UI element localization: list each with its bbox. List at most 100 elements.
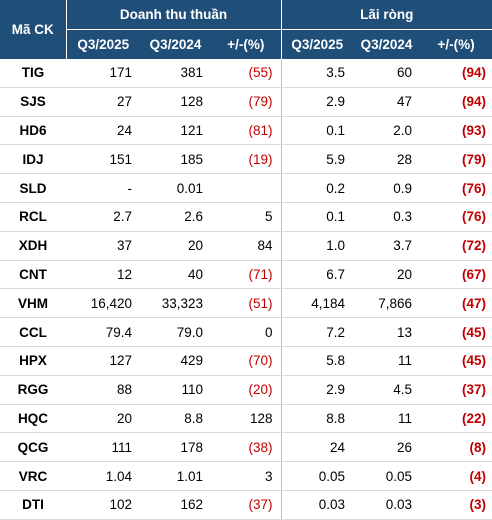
revenue-q3-2025-cell: 102 <box>66 490 140 520</box>
net-profit-group-header: Lãi ròng <box>281 0 492 30</box>
table-row: RCL 2.7 2.6 5 0.1 0.3 (76) <box>0 202 492 232</box>
profit-q3-2025-cell: 6.7 <box>281 260 354 290</box>
revenue-q3-2024-cell: 79.0 <box>140 317 211 347</box>
profit-q3-2025-header: Q3/2025 <box>281 29 354 59</box>
revenue-q3-2025-cell: 88 <box>66 375 140 405</box>
revenue-change-cell: 0 <box>211 317 282 347</box>
profit-change-cell: (45) <box>420 317 492 347</box>
profit-change-cell: (8) <box>420 432 492 463</box>
revenue-q3-2024-cell: 40 <box>140 260 211 290</box>
profit-change-cell: (94) <box>420 87 492 117</box>
stock-code-cell: SJS <box>0 87 66 117</box>
stock-code-cell: CCL <box>0 317 66 347</box>
table-row: RGG 88 110 (20) 2.9 4.5 (37) <box>0 375 492 405</box>
revenue-q3-2025-cell: 20 <box>66 404 140 434</box>
stock-code-cell: CNT <box>0 260 66 290</box>
revenue-q3-2025-cell: 16,420 <box>66 288 140 319</box>
profit-q3-2024-cell: 11 <box>353 346 421 376</box>
revenue-change-cell: (70) <box>211 346 282 376</box>
stock-code-cell: VHM <box>0 288 66 319</box>
stock-code-cell: XDH <box>0 231 66 261</box>
table-row: QCG 111 178 (38) 24 26 (8) <box>0 432 492 463</box>
table-row: VHM 16,420 33,323 (51) 4,184 7,866 (47) <box>0 288 492 319</box>
stock-code-cell: IDJ <box>0 144 66 175</box>
table-row: CCL 79.4 79.0 0 7.2 13 (45) <box>0 317 492 347</box>
profit-q3-2025-cell: 4,184 <box>281 288 354 319</box>
profit-q3-2024-cell: 0.03 <box>353 490 421 520</box>
stock-code-cell: QCG <box>0 432 66 463</box>
table-row: SLD -0.01 0.2 0.9 (76) <box>0 173 492 203</box>
profit-q3-2025-cell: 7.2 <box>281 317 354 347</box>
revenue-change-cell: (71) <box>211 260 282 290</box>
stock-code-cell: HD6 <box>0 116 66 146</box>
table-row: VRC 1.04 1.01 3 0.05 0.05 (4) <box>0 461 492 491</box>
profit-q3-2024-cell: 20 <box>353 260 421 290</box>
profit-change-cell: (94) <box>420 59 492 88</box>
profit-q3-2024-cell: 0.05 <box>353 461 421 491</box>
revenue-q3-2025-cell: 127 <box>66 346 140 376</box>
revenue-q3-2025-cell: 24 <box>66 116 140 146</box>
table-row: TIG 171 381 (55) 3.5 60 (94) <box>0 59 492 88</box>
revenue-q3-2024-cell: 20 <box>140 231 211 261</box>
revenue-change-cell: (79) <box>211 87 282 117</box>
stock-code-cell: TIG <box>0 59 66 88</box>
profit-q3-2025-cell: 0.1 <box>281 116 354 146</box>
table-body: TIG 171 381 (55) 3.5 60 (94) SJS 27 128 (79) 2.9 47(… <box>0 59 492 520</box>
revenue-q3-2024-header: Q3/2024 <box>140 29 211 59</box>
profit-q3-2025-cell: 1.0 <box>281 231 354 261</box>
revenue-change-cell: (51) <box>211 288 282 319</box>
profit-q3-2024-cell: 28 <box>353 144 421 175</box>
revenue-change-cell: 3 <box>211 461 282 491</box>
stock-code-cell: HQC <box>0 404 66 434</box>
profit-q3-2024-cell: 11 <box>353 404 421 434</box>
table-row: HPX 127 429 (70) 5.8 11 (45) <box>0 346 492 376</box>
revenue-change-cell: 84 <box>211 231 282 261</box>
profit-change-cell: (76) <box>420 202 492 232</box>
revenue-q3-2025-cell: 111 <box>66 432 140 463</box>
table-row: HQC 20 8.8 128 8.8 11 (22) <box>0 404 492 434</box>
profit-q3-2025-cell: 24 <box>281 432 354 463</box>
profit-q3-2025-cell: 0.1 <box>281 202 354 232</box>
revenue-q3-2025-cell: 12 <box>66 260 140 290</box>
revenue-change-cell: 5 <box>211 202 282 232</box>
profit-change-cell: (67) <box>420 260 492 290</box>
profit-q3-2024-cell: 2.0 <box>353 116 421 146</box>
revenue-q3-2024-cell: 1.01 <box>140 461 211 491</box>
revenue-change-cell: (20) <box>211 375 282 405</box>
profit-q3-2024-cell: 4.5 <box>353 375 421 405</box>
profit-q3-2024-cell: 60 <box>353 59 421 88</box>
profit-change-cell: (22) <box>420 404 492 434</box>
profit-change-cell: (72) <box>420 231 492 261</box>
revenue-change-cell: (81) <box>211 116 282 146</box>
profit-change-cell: (93) <box>420 116 492 146</box>
table-row: CNT 12 40 (71) 6.7 20 (67) <box>0 260 492 290</box>
revenue-q3-2024-cell: 110 <box>140 375 211 405</box>
revenue-change-cell: (37) <box>211 490 282 520</box>
revenue-q3-2025-cell: 171 <box>66 59 140 88</box>
profit-q3-2025-cell: 3.5 <box>281 59 354 88</box>
stock-code-cell: RGG <box>0 375 66 405</box>
revenue-q3-2025-header: Q3/2025 <box>66 29 140 59</box>
profit-q3-2024-cell: 7,866 <box>353 288 421 319</box>
profit-q3-2024-cell: 0.9 <box>353 173 421 203</box>
profit-change-cell: (4) <box>420 461 492 491</box>
profit-change-cell: (45) <box>420 346 492 376</box>
stock-code-cell: SLD <box>0 173 66 203</box>
profit-q3-2025-cell: 5.8 <box>281 346 354 376</box>
stock-code-cell: VRC <box>0 461 66 491</box>
profit-q3-2025-cell: 0.2 <box>281 173 354 203</box>
table-row: SJS 27 128 (79) 2.9 47 (94) <box>0 87 492 117</box>
revenue-q3-2024-cell: 162 <box>140 490 211 520</box>
profit-change-header: +/-(%) <box>420 29 492 59</box>
table-row: IDJ 151 185 (19) 5.9 28 (79) <box>0 144 492 175</box>
profit-change-cell: (76) <box>420 173 492 203</box>
table-row: XDH 37 20 84 1.0 3.7 (72) <box>0 231 492 261</box>
revenue-q3-2024-cell: 178 <box>140 432 211 463</box>
profit-q3-2025-cell: 0.05 <box>281 461 354 491</box>
revenue-q3-2024-cell: 185 <box>140 144 211 175</box>
revenue-q3-2024-cell: 381 <box>140 59 211 88</box>
revenue-q3-2024-cell: 33,323 <box>140 288 211 319</box>
revenue-q3-2024-cell: 121 <box>140 116 211 146</box>
profit-change-cell: (3) <box>420 490 492 520</box>
